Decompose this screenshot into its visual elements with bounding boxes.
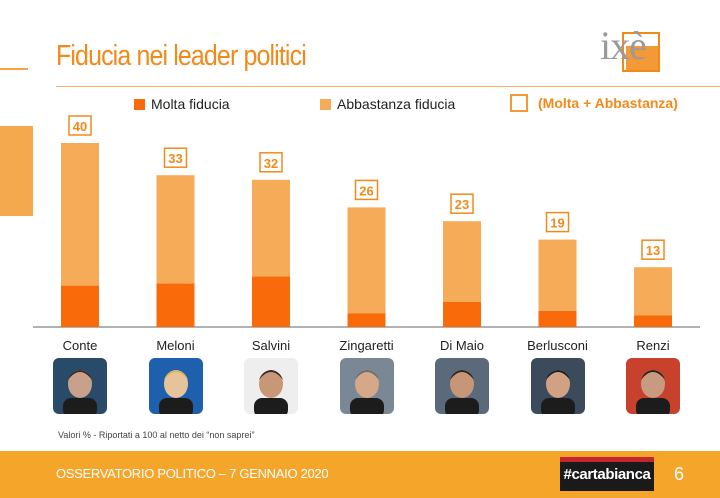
total-label-box: [545, 211, 570, 233]
title-divider: [56, 86, 720, 87]
ixe-logo: ixè: [600, 23, 662, 72]
bar-molta: [252, 276, 290, 327]
total-label: 23: [455, 197, 469, 212]
total-label: 32: [264, 156, 278, 171]
category-label: Conte: [63, 338, 98, 353]
bar-abbastanza: [252, 179, 290, 277]
bar-abbastanza: [443, 221, 481, 302]
category-label: Berlusconi: [527, 338, 588, 353]
portrait-photo: [244, 358, 298, 414]
total-label: 26: [359, 183, 373, 198]
total-label: 33: [168, 151, 182, 166]
logo-text: ixè: [600, 23, 647, 68]
category-label: Meloni: [156, 338, 194, 353]
legend-molta: Molta fiducia: [134, 96, 230, 112]
bar-molta: [634, 315, 672, 327]
total-label-box: [354, 179, 379, 201]
portrait-photo: [626, 358, 680, 414]
total-label-box: [450, 193, 474, 214]
logo-fill: [626, 46, 658, 70]
portrait-photo: [53, 358, 107, 414]
bar-molta: [61, 285, 99, 327]
legend-abbastanza-swatch: [320, 98, 331, 110]
total-label-box: [68, 115, 92, 136]
total-label: 40: [73, 119, 87, 134]
page-title: Fiducia nei leader politici: [56, 40, 307, 72]
total-label: 19: [550, 216, 564, 231]
portrait-photo: [435, 358, 489, 414]
category-label: Salvini: [252, 338, 290, 353]
brand-accent-strip: [560, 457, 654, 462]
bar-abbastanza: [634, 267, 672, 316]
portrait-photo: [530, 358, 585, 414]
legend-molta-label: Molta fiducia: [151, 96, 230, 112]
category-label: Di Maio: [440, 338, 484, 353]
legend-totale-swatch: [510, 94, 528, 112]
cartabianca-brand: #cartabianca: [560, 457, 654, 491]
bar-molta: [538, 310, 577, 327]
side-accent-block: [0, 126, 33, 216]
page-number: 6: [674, 464, 685, 484]
category-label: Zingaretti: [339, 338, 393, 353]
bar-abbastanza: [538, 239, 577, 311]
total-label-box: [163, 147, 188, 168]
bar-molta: [156, 283, 195, 327]
portrait-photo: [339, 358, 394, 414]
footer-text: OSSERVATORIO POLITICO – 7 GENNAIO 2020: [56, 466, 329, 481]
top-rule: [0, 68, 28, 70]
legend-molta-swatch: [134, 98, 145, 110]
category-label: Renzi: [636, 338, 669, 353]
legend-totale-label: (Molta + Abbastanza): [538, 95, 678, 111]
footnote: Valori % - Riportati a 100 al netto dei …: [58, 430, 255, 440]
stacked-bar-chart: 40 Conte 33 Meloni 32 Salvini 26 Zingaretti 23 Di…: [33, 115, 700, 353]
logo-frame: [622, 32, 660, 72]
bar-molta: [347, 313, 386, 327]
bar-abbastanza: [156, 175, 195, 284]
bar-abbastanza: [61, 143, 99, 286]
legend-totale: (Molta + Abbastanza): [510, 94, 678, 112]
total-label-box: [641, 239, 665, 260]
portrait-photo: [148, 358, 203, 414]
total-label-box: [259, 152, 283, 173]
total-label: 13: [646, 243, 660, 258]
legend-abbastanza: Abbastanza fiducia: [320, 96, 455, 112]
bar-abbastanza: [347, 207, 386, 314]
legend-abbastanza-label: Abbastanza fiducia: [337, 96, 456, 112]
bar-molta: [443, 301, 481, 327]
